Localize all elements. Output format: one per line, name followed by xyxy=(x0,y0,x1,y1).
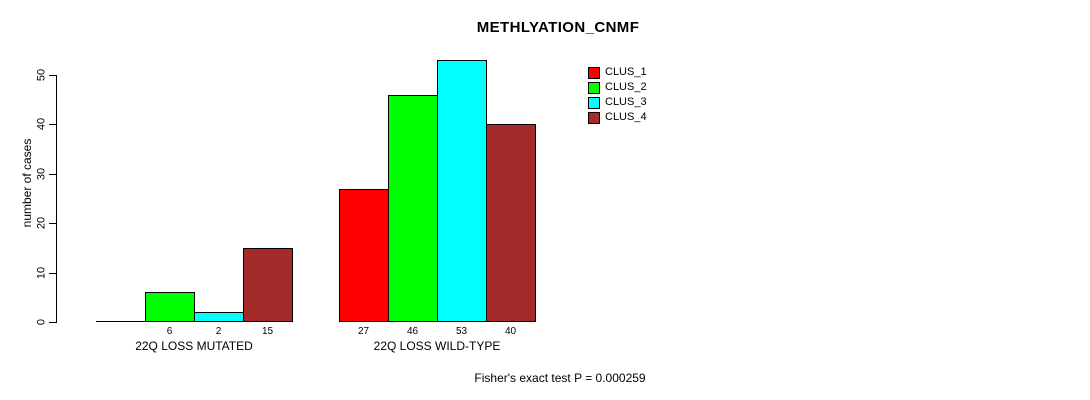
category-label: 22Q LOSS MUTATED xyxy=(135,339,253,353)
y-axis-tick xyxy=(49,322,56,323)
legend-label: CLUS_4 xyxy=(605,111,647,123)
y-axis-label: number of cases xyxy=(20,138,34,228)
legend-label: CLUS_3 xyxy=(605,96,647,108)
bar-clus_4-group2 xyxy=(486,124,536,322)
legend-swatch-clus_3 xyxy=(588,96,600,109)
y-axis-tick-label: 20 xyxy=(35,216,48,230)
legend-item-clus_1: CLUS_1 xyxy=(588,65,647,80)
y-axis-tick-label: 0 xyxy=(35,318,48,326)
y-axis-tick xyxy=(49,75,56,76)
legend-swatch-clus_4 xyxy=(588,111,600,124)
bar-clus_3-group2 xyxy=(437,60,487,322)
bar-clus_1-group2 xyxy=(339,189,389,322)
bar-value-label: 2 xyxy=(215,326,222,337)
y-axis-tick-label: 50 xyxy=(35,68,48,82)
legend-item-clus_4: CLUS_4 xyxy=(588,110,647,125)
legend-label: CLUS_2 xyxy=(605,81,647,93)
y-axis-tick xyxy=(49,273,56,274)
y-axis-line xyxy=(56,75,57,323)
y-axis-tick-label: 40 xyxy=(35,117,48,131)
bar-value-label: 15 xyxy=(261,326,274,337)
y-axis-tick-label: 30 xyxy=(35,167,48,181)
bar-clus_2-group1 xyxy=(145,292,195,322)
legend-item-clus_2: CLUS_2 xyxy=(588,80,647,95)
bar-value-label: 53 xyxy=(455,326,468,337)
bar-clus_4-group1 xyxy=(243,248,293,322)
legend-swatch-clus_1 xyxy=(588,66,600,79)
legend-item-clus_3: CLUS_3 xyxy=(588,95,647,110)
legend-swatch-clus_2 xyxy=(588,81,600,94)
bar-clus_2-group2 xyxy=(388,95,438,322)
bar-value-label: 46 xyxy=(406,326,419,337)
bar-value-label: 40 xyxy=(504,326,517,337)
bar-clus_3-group1 xyxy=(194,312,244,322)
chart-title: METHLYATION_CNMF xyxy=(476,19,640,36)
bar-clus_1-group1 xyxy=(96,321,146,322)
y-axis-tick xyxy=(49,124,56,125)
bar-value-label: 6 xyxy=(166,326,173,337)
legend: CLUS_1 CLUS_2 CLUS_3 CLUS_4 xyxy=(588,65,647,125)
y-axis-tick-label: 10 xyxy=(35,266,48,280)
category-label: 22Q LOSS WILD-TYPE xyxy=(373,339,501,353)
y-axis-tick xyxy=(49,223,56,224)
y-axis-tick xyxy=(49,174,56,175)
bar-value-label: 27 xyxy=(357,326,370,337)
legend-label: CLUS_1 xyxy=(605,66,647,78)
fisher-test-annotation: Fisher's exact test P = 0.000259 xyxy=(474,371,646,385)
